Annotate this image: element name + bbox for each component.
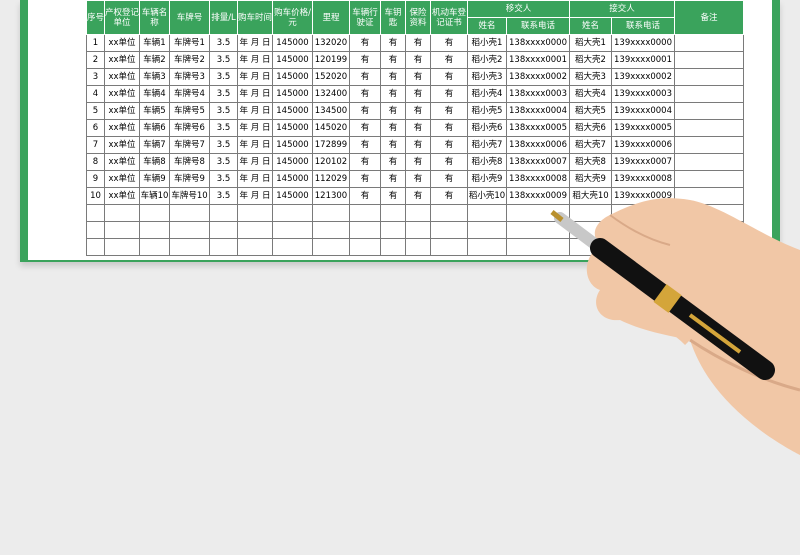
sheet: 序号 产权登记单位 车辆名称 车牌号 排量/L 购车时间 购车价格/元 里程 车辆行驶证 车钥匙保… [20, 0, 780, 262]
column-header: 车辆行驶证 [349, 0, 381, 35]
finger-line [609, 214, 671, 246]
column-header: 姓名 [569, 17, 612, 35]
pen-tip [550, 210, 564, 222]
column-header: 购车价格/元 [272, 0, 313, 35]
sub-header-row: 姓名 联系电话 姓名 联系电话 [87, 17, 744, 35]
data-row: 9 xx单位 车辆9 车牌号9 3.5 年 月 日 145000 112029 有有有有稻小壳9… [86, 170, 744, 188]
data-row: 10 xx单位 车辆10 车牌号10 3.5 年 月 日 145000 121300 有有有有稻… [86, 187, 744, 205]
column-header: 车钥匙 [380, 0, 406, 35]
data-row: 4 xx单位 车辆4 车牌号4 3.5 年 月 日 145000 132400 有有有有稻小壳4… [86, 85, 744, 103]
column-header: 联系电话 [611, 17, 675, 35]
column-header: 机动车登记证书 [430, 0, 468, 35]
vehicle-table: 序号 产权登记单位 车辆名称 车牌号 排量/L 购车时间 购车价格/元 里程 车辆行驶证 车钥匙保… [86, 0, 744, 256]
pen-band [653, 284, 682, 313]
column-header: 排量/L [209, 0, 238, 35]
pen-clip [688, 313, 742, 354]
hand-shade [689, 338, 800, 392]
column-header: 联系电话 [506, 17, 570, 35]
column-header: 车辆名称 [139, 0, 170, 35]
column-header: 里程 [312, 0, 350, 35]
thumb [637, 303, 695, 346]
table-head: 序号 产权登记单位 车辆名称 车牌号 排量/L 购车时间 购车价格/元 里程 车辆行驶证 车钥匙保… [86, 0, 744, 35]
table-body: 1 xx单位 车辆1 车牌号1 3.5 年 月 日 145000 132020 有有有有稻小壳1… [86, 34, 744, 256]
data-row: 7 xx单位 车辆7 车牌号7 3.5 年 月 日 145000 172899 有有有有稻小壳7… [86, 136, 744, 154]
data-row: 3 xx单位 车辆3 车牌号3 3.5 年 月 日 145000 152020 有有有有稻小壳3… [86, 68, 744, 86]
column-header: 购车时间 [237, 0, 273, 35]
data-row: 5 xx单位 车辆5 车牌号5 3.5 年 月 日 145000 134500 有有有有稻小壳5… [86, 102, 744, 120]
